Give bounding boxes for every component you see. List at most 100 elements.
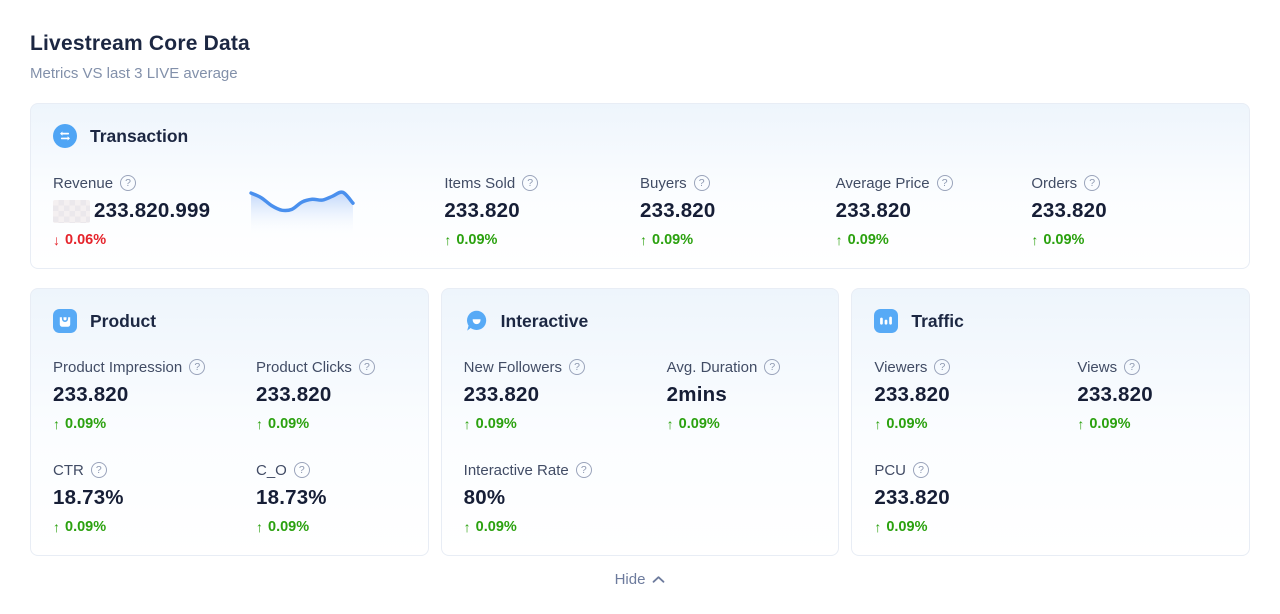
metric-buyers: Buyers ? 233.820 ↑ 0.09%: [640, 174, 836, 249]
blurred-currency-symbol: [53, 199, 90, 223]
metric-change: ↑ 0.09%: [256, 519, 310, 535]
help-icon[interactable]: ?: [693, 175, 710, 191]
metric-change: ↑ 0.09%: [463, 519, 517, 535]
bar-chart-icon: [874, 309, 899, 333]
metric-change: ↑ 0.09%: [53, 519, 107, 535]
help-icon[interactable]: ?: [764, 359, 781, 375]
metric-value: 80%: [463, 486, 506, 509]
product-card: Product Product Impression ? 233.820 ↑ 0…: [30, 288, 429, 556]
up-arrow-icon: ↑: [874, 416, 882, 432]
metric-label: Orders: [1031, 174, 1078, 192]
metric-change: ↑ 0.09%: [463, 416, 517, 432]
metric-label: Buyers: [640, 174, 687, 192]
help-icon[interactable]: ?: [358, 359, 375, 375]
metric-change: ↑ 0.09%: [874, 519, 928, 535]
metric-value: 233.820: [444, 199, 520, 222]
up-arrow-icon: ↑: [1077, 416, 1085, 432]
hide-label: Hide: [614, 571, 646, 588]
traffic-metrics: Viewers ? 233.820 ↑ 0.09% Views ? 233.82…: [874, 358, 1227, 536]
revenue-sparkline: [248, 174, 445, 249]
transaction-card-title: Transaction: [90, 125, 189, 146]
metric-value: 233.820: [1077, 383, 1153, 406]
help-icon[interactable]: ?: [189, 359, 206, 375]
metric-label: Avg. Duration: [666, 358, 758, 376]
metric-pcu: PCU ? 233.820 ↑ 0.09%: [874, 461, 1077, 536]
metric-change: ↑ 0.09%: [444, 232, 498, 248]
help-icon[interactable]: ?: [522, 175, 539, 191]
metric-value: 233.820: [256, 383, 332, 406]
metric-value: 2mins: [666, 383, 727, 406]
transaction-metrics: Revenue ? 233.820.999 ↓ 0.06%: [53, 174, 1227, 249]
help-icon[interactable]: ?: [1124, 359, 1141, 375]
up-arrow-icon: ↑: [463, 519, 471, 535]
metric-change: ↑ 0.09%: [1031, 232, 1085, 248]
up-arrow-icon: ↑: [53, 519, 60, 535]
metric-label: Revenue: [53, 174, 114, 192]
traffic-card: Traffic Viewers ? 233.820 ↑ 0.09%: [851, 288, 1251, 556]
down-arrow-icon: ↓: [53, 232, 60, 248]
metric-value: 233.820: [640, 199, 716, 222]
metric-average-price: Average Price ? 233.820 ↑ 0.09%: [836, 174, 1032, 249]
product-metrics: Product Impression ? 233.820 ↑ 0.09% Pro…: [53, 358, 406, 536]
interactive-card: Interactive New Followers ? 233.820 ↑ 0.…: [440, 288, 840, 556]
metric-value: 18.73%: [53, 486, 124, 509]
metric-value: 233.820: [463, 383, 540, 406]
metric-value: 233.820.999: [53, 199, 249, 223]
metric-label: Product Impression: [53, 358, 183, 376]
up-arrow-icon: ↑: [256, 519, 263, 535]
metric-product-impression: Product Impression ? 233.820 ↑ 0.09%: [53, 358, 256, 433]
dashboard-page: Livestream Core Data Metrics VS last 3 L…: [30, 32, 1251, 588]
lower-cards-row: Product Product Impression ? 233.820 ↑ 0…: [30, 288, 1251, 556]
help-icon[interactable]: ?: [934, 359, 951, 375]
up-arrow-icon: ↑: [835, 232, 843, 248]
product-card-title: Product: [90, 310, 157, 331]
chat-bubble-icon: [464, 309, 488, 333]
up-arrow-icon: ↑: [256, 416, 263, 432]
metric-change: ↑ 0.09%: [1077, 416, 1131, 432]
transaction-card-header: Transaction: [53, 124, 1227, 148]
metric-revenue: Revenue ? 233.820.999 ↓ 0.06%: [53, 174, 249, 249]
metric-value: 18.73%: [256, 486, 327, 509]
interactive-metrics: New Followers ? 233.820 ↑ 0.09% Avg. Dur…: [464, 358, 817, 536]
metric-label: Average Price: [835, 174, 930, 192]
help-icon[interactable]: ?: [569, 359, 586, 375]
help-icon[interactable]: ?: [936, 175, 953, 191]
page-title: Livestream Core Data: [30, 32, 250, 55]
metric-change: ↑ 0.09%: [53, 416, 107, 432]
interactive-card-title: Interactive: [500, 310, 589, 331]
traffic-card-header: Traffic: [874, 309, 1227, 333]
metric-views: Views ? 233.820 ↑ 0.09%: [1077, 358, 1227, 433]
help-icon[interactable]: ?: [293, 462, 310, 478]
metric-new-followers: New Followers ? 233.820 ↑ 0.09%: [464, 358, 667, 433]
hide-toggle[interactable]: Hide: [30, 571, 1250, 588]
help-icon[interactable]: ?: [120, 175, 137, 191]
help-icon[interactable]: ?: [913, 462, 930, 478]
metric-change: ↑ 0.09%: [874, 416, 928, 432]
metric-label: New Followers: [463, 358, 563, 376]
up-arrow-icon: ↑: [463, 416, 471, 432]
metric-avg-duration: Avg. Duration ? 2mins ↑ 0.09%: [667, 358, 817, 433]
metric-label: Views: [1077, 358, 1118, 376]
metric-change: ↑ 0.09%: [256, 416, 310, 432]
metric-product-clicks: Product Clicks ? 233.820 ↑ 0.09%: [256, 358, 406, 433]
metric-ctr: CTR ? 18.73% ↑ 0.09%: [53, 461, 256, 536]
metric-value: 233.820: [874, 383, 950, 406]
up-arrow-icon: ↑: [444, 232, 452, 248]
page-subtitle: Metrics VS last 3 LIVE average: [30, 65, 238, 82]
metric-value: 233.820: [835, 199, 912, 222]
metric-change: ↓ 0.06%: [53, 232, 107, 248]
transfer-arrows-icon: [53, 124, 77, 148]
help-icon[interactable]: ?: [90, 462, 107, 478]
metric-label: C_O: [256, 461, 287, 479]
metric-change: ↑ 0.09%: [666, 416, 720, 432]
help-icon[interactable]: ?: [575, 462, 592, 478]
interactive-card-header: Interactive: [464, 309, 817, 333]
up-arrow-icon: ↑: [1031, 232, 1039, 248]
up-arrow-icon: ↑: [640, 232, 647, 248]
metric-value: 233.820: [53, 383, 129, 406]
metric-label: Items Sold: [444, 174, 516, 192]
up-arrow-icon: ↑: [666, 416, 674, 432]
metric-items-sold: Items Sold ? 233.820 ↑ 0.09%: [444, 174, 640, 249]
help-icon[interactable]: ?: [1084, 175, 1101, 191]
metric-label: CTR: [53, 461, 84, 479]
